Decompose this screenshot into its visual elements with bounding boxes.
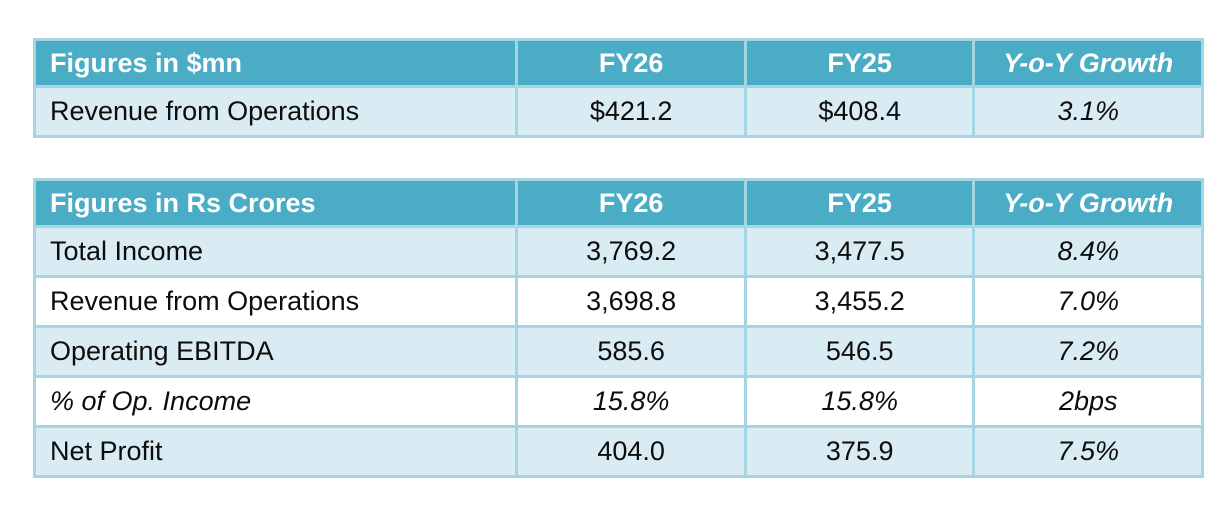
inr-header-yoy-growth: Y-o-Y Growth — [972, 178, 1204, 228]
fy25-value: 546.5 — [743, 325, 976, 378]
inr-figures-table: Figures in Rs Crores FY26 FY25 Y-o-Y Gro… — [32, 178, 1204, 478]
fy26-value: $421.2 — [515, 85, 747, 138]
fy25-value: $408.4 — [743, 85, 976, 138]
table-row-operating-ebitda: Operating EBITDA 585.6 546.5 7.2% — [32, 325, 1204, 378]
fy26-value: 3,698.8 — [515, 275, 747, 328]
usd-table-title: Figures in $mn — [32, 38, 519, 88]
fy25-value: 15.8% — [743, 375, 976, 428]
usd-header-fy25: FY25 — [743, 38, 976, 88]
usd-header-fy26: FY26 — [515, 38, 747, 88]
fy25-value: 3,477.5 — [743, 225, 976, 278]
yoy-growth-value: 7.5% — [972, 425, 1204, 478]
usd-figures-table: Figures in $mn FY26 FY25 Y-o-Y Growth Re… — [32, 38, 1204, 138]
yoy-growth-value: 2bps — [972, 375, 1204, 428]
table-row-pct-op-income: % of Op. Income 15.8% 15.8% 2bps — [32, 375, 1204, 428]
fy26-value: 15.8% — [515, 375, 747, 428]
table-row-net-profit: Net Profit 404.0 375.9 7.5% — [32, 425, 1204, 478]
fy26-value: 585.6 — [515, 325, 747, 378]
yoy-growth-value: 7.0% — [972, 275, 1204, 328]
row-label: Net Profit — [32, 425, 519, 478]
fy25-value: 375.9 — [743, 425, 976, 478]
fy26-value: 3,769.2 — [515, 225, 747, 278]
fy25-value: 3,455.2 — [743, 275, 976, 328]
row-label: Operating EBITDA — [32, 325, 519, 378]
usd-header-yoy-growth: Y-o-Y Growth — [972, 38, 1204, 88]
yoy-growth-value: 3.1% — [972, 85, 1204, 138]
table-row-total-income: Total Income 3,769.2 3,477.5 8.4% — [32, 225, 1204, 278]
inr-header-fy26: FY26 — [515, 178, 747, 228]
fy26-value: 404.0 — [515, 425, 747, 478]
table-row-revenue-ops: Revenue from Operations 3,698.8 3,455.2 … — [32, 275, 1204, 328]
row-label: Revenue from Operations — [32, 275, 519, 328]
inr-header-fy25: FY25 — [743, 178, 976, 228]
yoy-growth-value: 8.4% — [972, 225, 1204, 278]
inr-table-title: Figures in Rs Crores — [32, 178, 519, 228]
table-row-revenue-usd: Revenue from Operations $421.2 $408.4 3.… — [32, 85, 1204, 138]
row-label: % of Op. Income — [32, 375, 519, 428]
yoy-growth-value: 7.2% — [972, 325, 1204, 378]
inr-table-header-row: Figures in Rs Crores FY26 FY25 Y-o-Y Gro… — [32, 178, 1204, 228]
usd-table-header-row: Figures in $mn FY26 FY25 Y-o-Y Growth — [32, 38, 1204, 88]
row-label: Revenue from Operations — [32, 85, 519, 138]
row-label: Total Income — [32, 225, 519, 278]
